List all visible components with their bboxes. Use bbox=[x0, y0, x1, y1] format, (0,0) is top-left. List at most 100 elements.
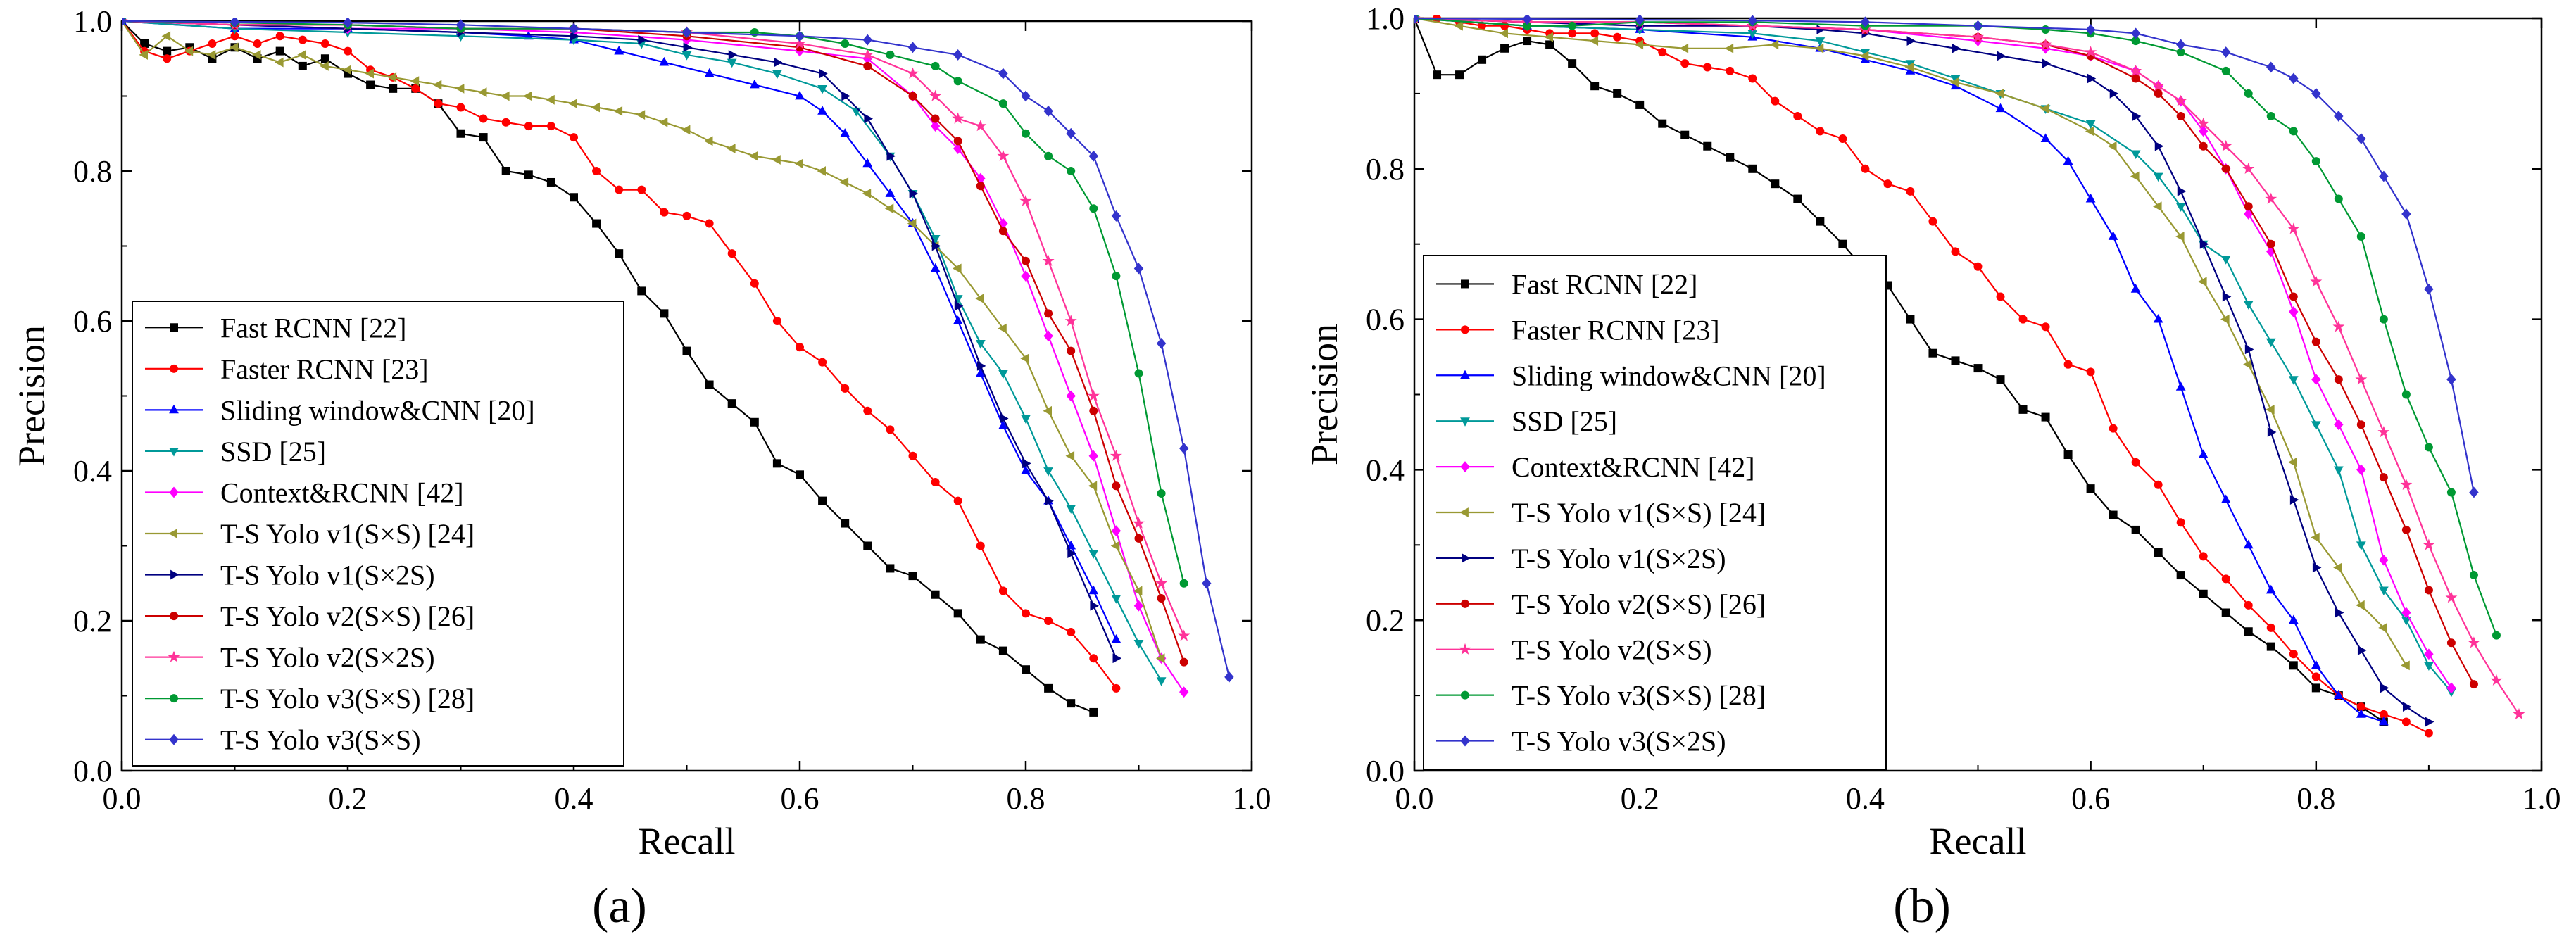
data-point bbox=[2107, 141, 2117, 151]
legend-label: T-S Yolo v2(S×S) [26] bbox=[220, 600, 475, 632]
data-point bbox=[1022, 256, 1030, 265]
data-point bbox=[2513, 707, 2525, 719]
data-point bbox=[795, 30, 805, 42]
data-point bbox=[1544, 32, 1554, 42]
data-point bbox=[2108, 231, 2118, 240]
series-line-5 bbox=[1414, 17, 2407, 666]
data-point bbox=[2063, 360, 2073, 369]
data-point bbox=[727, 58, 737, 68]
data-point bbox=[2356, 232, 2365, 241]
data-point bbox=[2041, 25, 2050, 34]
legend-label: Context&RCNN [42] bbox=[1512, 451, 1755, 483]
data-point bbox=[1133, 586, 1143, 596]
legend-marker bbox=[169, 404, 179, 414]
data-point bbox=[2266, 239, 2275, 248]
data-point bbox=[320, 54, 329, 63]
data-point bbox=[455, 83, 465, 94]
data-point bbox=[953, 263, 962, 274]
data-point bbox=[2311, 660, 2321, 669]
data-point bbox=[1928, 348, 1937, 358]
series-group bbox=[1414, 15, 2525, 738]
y-tick-label: 0.8 bbox=[73, 154, 112, 189]
data-point bbox=[1997, 51, 2006, 61]
data-point bbox=[998, 227, 1007, 236]
data-point bbox=[2356, 600, 2365, 610]
data-point bbox=[1680, 59, 1690, 68]
data-point bbox=[1088, 450, 1099, 462]
data-point bbox=[2423, 538, 2435, 550]
data-point bbox=[1224, 671, 1234, 683]
data-point bbox=[2063, 450, 2073, 460]
data-point bbox=[1022, 129, 1030, 138]
data-point bbox=[772, 459, 781, 468]
data-point bbox=[1814, 43, 1824, 53]
data-point bbox=[1793, 194, 1802, 203]
legend-marker bbox=[169, 733, 179, 745]
data-point bbox=[1613, 32, 1622, 42]
data-point bbox=[659, 56, 670, 66]
data-point bbox=[750, 417, 759, 427]
data-point bbox=[658, 117, 668, 127]
data-point bbox=[681, 125, 691, 135]
data-point bbox=[1019, 194, 1032, 206]
x-tick-label: 0.4 bbox=[1846, 781, 1885, 816]
data-point bbox=[1043, 105, 1053, 117]
data-point bbox=[2220, 139, 2232, 151]
data-point bbox=[1156, 338, 1167, 349]
data-point bbox=[2267, 427, 2277, 437]
data-point bbox=[795, 90, 805, 100]
data-point bbox=[2401, 525, 2411, 534]
data-point bbox=[1087, 389, 1100, 401]
data-point bbox=[297, 50, 306, 60]
data-point bbox=[2041, 322, 2050, 332]
data-point bbox=[1043, 330, 1053, 342]
data-point bbox=[1155, 653, 1165, 664]
data-point bbox=[479, 114, 488, 123]
data-point bbox=[2222, 291, 2232, 302]
legend-label: T-S Yolo v2(S×S) [26] bbox=[1512, 588, 1766, 620]
data-point bbox=[2131, 74, 2140, 83]
data-point bbox=[1179, 443, 1189, 454]
data-point bbox=[2357, 645, 2367, 655]
legend-label: T-S Yolo v3(S×2S) bbox=[1512, 726, 1726, 757]
legend-marker bbox=[1461, 279, 1469, 289]
data-point bbox=[727, 144, 736, 153]
data-point bbox=[841, 384, 850, 393]
data-point bbox=[998, 586, 1007, 595]
data-point bbox=[2221, 608, 2230, 617]
x-tick-label: 0.0 bbox=[1395, 781, 1434, 816]
data-point bbox=[886, 151, 896, 161]
data-point bbox=[1066, 505, 1076, 514]
data-point bbox=[139, 50, 148, 60]
data-point bbox=[456, 103, 465, 112]
data-point bbox=[1043, 467, 1053, 477]
data-point bbox=[2379, 170, 2389, 182]
data-point bbox=[592, 167, 601, 175]
data-point bbox=[2040, 133, 2051, 142]
data-point bbox=[1066, 127, 1076, 139]
data-point bbox=[682, 211, 691, 220]
data-point bbox=[772, 70, 782, 80]
data-point bbox=[703, 136, 713, 146]
data-point bbox=[1816, 25, 1826, 34]
data-point bbox=[1904, 62, 1914, 72]
data-point bbox=[2424, 729, 2433, 738]
data-point bbox=[275, 57, 284, 68]
data-point bbox=[2311, 337, 2320, 346]
data-point bbox=[2244, 344, 2254, 355]
data-point bbox=[229, 42, 239, 53]
data-point bbox=[432, 80, 442, 90]
data-point bbox=[976, 635, 985, 644]
legend-label: T-S Yolo v3(S×S) [28] bbox=[220, 683, 475, 714]
data-point bbox=[2198, 277, 2207, 287]
data-point bbox=[2221, 164, 2230, 173]
legend-marker bbox=[170, 612, 178, 621]
data-point bbox=[1065, 450, 1075, 461]
data-point bbox=[2109, 89, 2119, 99]
data-point bbox=[1066, 390, 1076, 402]
data-point bbox=[1067, 627, 1076, 636]
data-point bbox=[1455, 70, 1464, 80]
legend-marker bbox=[169, 486, 179, 498]
data-point bbox=[1088, 550, 1099, 559]
data-point bbox=[749, 151, 758, 161]
